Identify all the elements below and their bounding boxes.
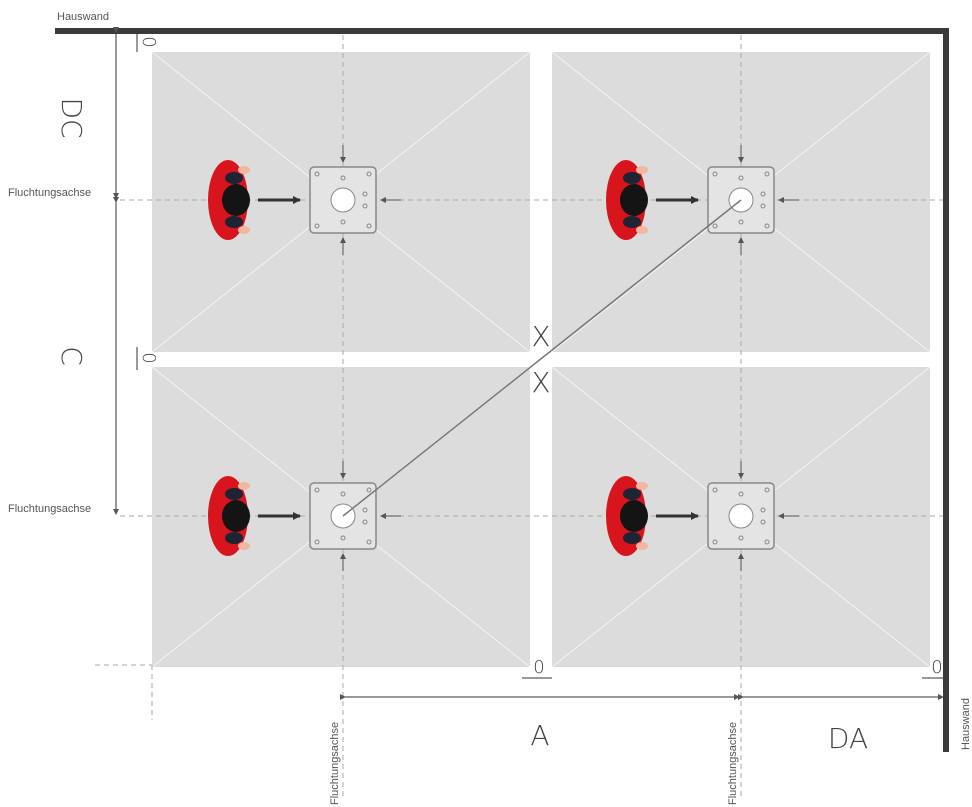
diagonal-label: X <box>531 366 550 399</box>
axis-label: Fluchtungsachse <box>8 187 91 199</box>
dimension-label: A <box>530 719 549 752</box>
diagonal-label: X <box>531 320 550 353</box>
axis-label: Fluchtungsachse <box>329 722 341 805</box>
wall-label: Hauswand <box>960 698 972 750</box>
wall-label: Hauswand <box>57 11 109 23</box>
gap-label: 0 <box>931 657 942 678</box>
gap-label: 0 <box>138 352 159 363</box>
wall <box>55 28 949 752</box>
dimension-label: C <box>55 346 88 366</box>
gap-label: 0 <box>533 657 544 678</box>
diagonal-line <box>342 199 742 517</box>
axis-label: Fluchtungsachse <box>727 722 739 805</box>
dimension-label: DC <box>55 97 88 138</box>
dimension-label: DA <box>828 722 868 755</box>
gap-label: 0 <box>138 36 159 47</box>
axis-label: Fluchtungsachse <box>8 503 91 515</box>
